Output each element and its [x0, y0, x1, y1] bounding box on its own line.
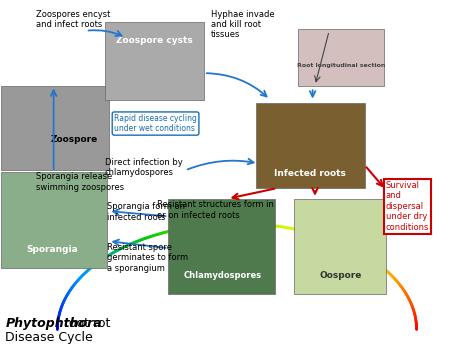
Text: Zoospore cysts: Zoospore cysts: [116, 36, 192, 45]
Text: Phytophthora: Phytophthora: [5, 317, 102, 330]
FancyBboxPatch shape: [299, 29, 383, 86]
Text: Rapid disease cycling
under wet conditions: Rapid disease cycling under wet conditio…: [114, 114, 197, 133]
Text: Oospore: Oospore: [320, 271, 362, 280]
FancyBboxPatch shape: [105, 22, 204, 100]
FancyBboxPatch shape: [0, 172, 107, 268]
Text: Chlamydospores: Chlamydospores: [184, 271, 262, 280]
Text: Disease Cycle: Disease Cycle: [5, 331, 93, 344]
Text: Survival
and
dispersal
under dry
conditions: Survival and dispersal under dry conditi…: [386, 181, 429, 231]
Text: root rot: root rot: [60, 317, 110, 330]
Text: Infected roots: Infected roots: [274, 169, 346, 178]
Text: Zoospores encyst
and infect roots: Zoospores encyst and infect roots: [36, 10, 110, 29]
Text: Direct infection by
chlamydospores: Direct infection by chlamydospores: [105, 158, 182, 178]
Text: Sporangia release
swimming zoospores: Sporangia release swimming zoospores: [36, 172, 124, 192]
FancyBboxPatch shape: [168, 199, 275, 294]
Text: Hyphae invade
and kill root
tissues: Hyphae invade and kill root tissues: [211, 10, 274, 39]
Text: Zoospore: Zoospore: [50, 135, 98, 144]
Text: Sporangia: Sporangia: [27, 245, 79, 253]
Text: Resistant structures form in
or on infected roots: Resistant structures form in or on infec…: [156, 201, 273, 220]
Text: Resistant spore
germinates to form
a sporangium: Resistant spore germinates to form a spo…: [107, 243, 188, 273]
Text: Root longitudinal section: Root longitudinal section: [297, 63, 385, 68]
FancyBboxPatch shape: [0, 86, 109, 170]
FancyBboxPatch shape: [294, 199, 386, 294]
FancyBboxPatch shape: [256, 103, 365, 188]
Text: Sporangia form on
infected roots: Sporangia form on infected roots: [107, 202, 185, 222]
